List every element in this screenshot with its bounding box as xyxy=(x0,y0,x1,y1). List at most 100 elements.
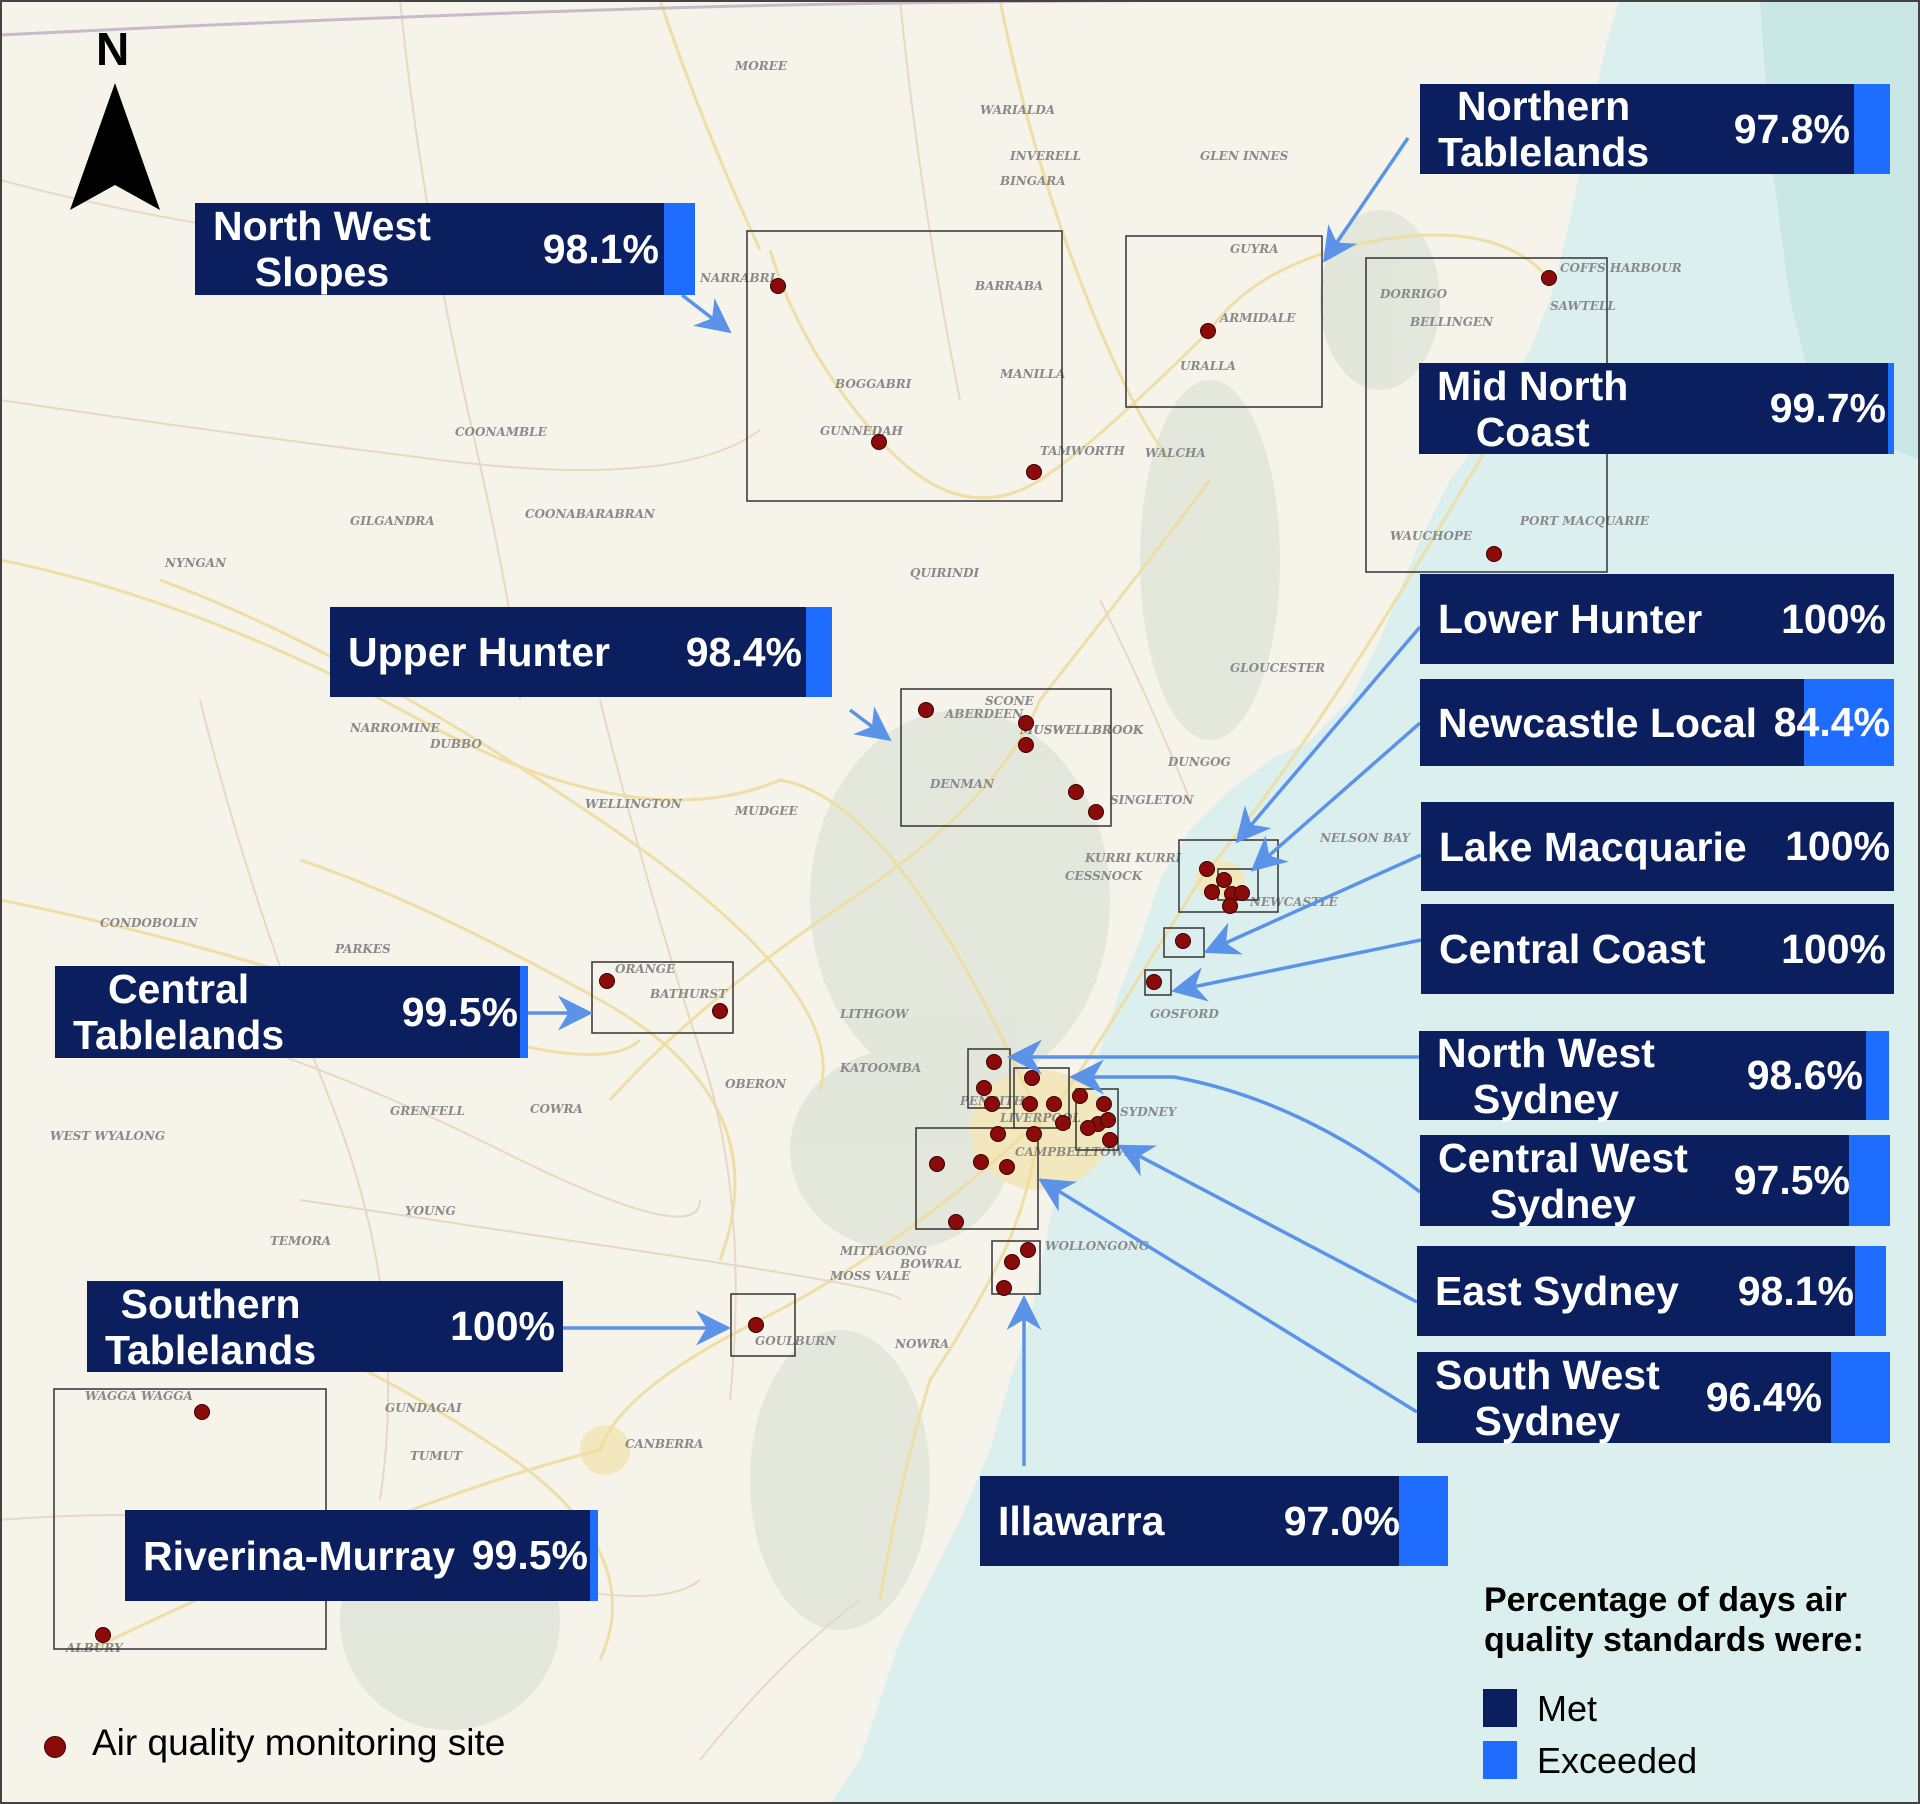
place-name: DUBBO xyxy=(429,737,482,751)
monitoring-site-dot xyxy=(1004,1254,1020,1270)
exceeded-bar xyxy=(1866,1031,1889,1120)
place-name: QUIRINDI xyxy=(910,566,979,580)
monitoring-site-dot xyxy=(918,702,934,718)
monitoring-site-dot xyxy=(1222,898,1238,914)
region-label-central-tablelands: Central Tablelands 99.5% xyxy=(55,966,528,1058)
region-label-central-coast: Central Coast 100% xyxy=(1421,904,1894,994)
place-name: MUSWELLBROOK xyxy=(1019,723,1144,737)
monitoring-site-dot xyxy=(1102,1132,1118,1148)
region-percentage: 100% xyxy=(450,1303,555,1349)
place-name: TUMUT xyxy=(410,1449,463,1463)
region-name: South West Sydney xyxy=(1435,1351,1660,1444)
exceeded-bar xyxy=(664,203,695,295)
north-arrow-icon xyxy=(70,83,160,210)
region-name: Illawarra xyxy=(998,1498,1165,1544)
monitoring-site-dot xyxy=(1216,872,1232,888)
legend-met-swatch xyxy=(1483,1689,1517,1727)
place-name: GUNDAGAI xyxy=(385,1401,462,1415)
monitoring-site-dot xyxy=(1026,464,1042,480)
place-name: NELSON BAY xyxy=(1319,831,1412,845)
region-label-central-west-sydney: Central West Sydney 97.5% xyxy=(1420,1134,1890,1227)
monitoring-site-dot xyxy=(1146,974,1162,990)
place-name: NYNGAN xyxy=(164,556,227,570)
place-name: MOSS VALE xyxy=(829,1269,911,1283)
monitoring-site-dot xyxy=(1024,1070,1040,1086)
place-name: MOREE xyxy=(734,59,788,73)
place-name: TAMWORTH xyxy=(1040,444,1125,458)
place-name: COWRA xyxy=(530,1102,583,1116)
monitoring-site-dot xyxy=(1020,1242,1036,1258)
place-name: DORRIGO xyxy=(1379,287,1448,301)
region-name: Central Coast xyxy=(1439,926,1706,972)
place-name: GUNNEDAH xyxy=(820,424,904,438)
region-name: Mid North Coast xyxy=(1437,362,1629,455)
monitoring-site-dot xyxy=(948,1214,964,1230)
place-name: GLEN INNES xyxy=(1200,149,1289,163)
monitoring-site-dot xyxy=(1022,1096,1038,1112)
arrow-lake-macquarie xyxy=(1203,853,1422,955)
exceeded-bar xyxy=(1888,363,1894,454)
monitoring-site-dot xyxy=(1175,933,1191,949)
monitoring-site-dot xyxy=(1018,737,1034,753)
place-name: DUNGOG xyxy=(1167,755,1231,769)
region-label-north-west-sydney: North West Sydney 98.6% xyxy=(1419,1029,1889,1122)
monitoring-site-dot xyxy=(999,1159,1015,1175)
region-name: Lower Hunter xyxy=(1438,596,1703,642)
monitoring-site-dot xyxy=(1072,1088,1088,1104)
exceeded-bar xyxy=(590,1510,598,1601)
region-label-upper-hunter: Upper Hunter 98.4% xyxy=(330,607,832,697)
place-name: SINGLETON xyxy=(1110,793,1194,807)
place-name: NOWRA xyxy=(894,1337,949,1351)
arrow-newcastle-local xyxy=(1250,721,1422,872)
region-percentage: 98.6% xyxy=(1746,1052,1863,1098)
monitoring-site-dot xyxy=(984,1096,1000,1112)
place-name: COONAMBLE xyxy=(455,425,548,439)
exceeded-bar xyxy=(1804,679,1894,766)
place-name: CAMPBELLTOWN xyxy=(1015,1145,1136,1159)
region-percentage: 100% xyxy=(1781,595,1886,642)
region-label-southern-tablelands: Southern Tablelands 100% xyxy=(87,1280,563,1373)
place-name: GLOUCESTER xyxy=(1230,661,1325,675)
region-label-riverina-murray: Riverina-Murray 99.5% xyxy=(125,1510,598,1601)
region-name: Northern Tablelands xyxy=(1438,83,1650,175)
monitoring-site-dot xyxy=(1234,885,1250,901)
monitoring-site-dot xyxy=(95,1627,111,1643)
region-percentage: 97.8% xyxy=(1733,105,1850,152)
region-percentage: 99.7% xyxy=(1769,385,1886,431)
place-name: WAUCHOPE xyxy=(1390,529,1473,543)
place-name: GILGANDRA xyxy=(350,514,435,528)
monitoring-site-dot xyxy=(996,1280,1012,1296)
region-percentage: 98.4% xyxy=(685,628,802,675)
place-name: GOULBURN xyxy=(755,1334,837,1348)
legend-exceeded-swatch xyxy=(1483,1741,1517,1779)
region-name: North West Sydney xyxy=(1437,1029,1655,1122)
place-name: OBERON xyxy=(725,1077,787,1091)
place-name: PARKES xyxy=(334,942,391,956)
legend-title: Percentage of days air quality standards… xyxy=(1484,1581,1864,1659)
place-name: ABERDEEN xyxy=(944,707,1024,721)
region-name: Upper Hunter xyxy=(348,629,610,675)
arrow-northern-tablelands xyxy=(1323,137,1410,263)
arrow-north-west-slopes xyxy=(680,293,732,334)
place-name: WEST WYALONG xyxy=(50,1129,165,1143)
arrow-east-sydney xyxy=(1117,1144,1418,1304)
region-name: Central West Sydney xyxy=(1438,1134,1688,1227)
place-name: BOWRAL xyxy=(899,1257,962,1271)
exceeded-bar xyxy=(520,966,528,1058)
region-label-newcastle-local: Newcastle Local 84.4% xyxy=(1420,679,1894,766)
monitoring-site-dot xyxy=(1541,270,1557,286)
place-names: ARMIDALE TAMWORTH GUNNEDAH NARRABRI INVERELL… xyxy=(50,59,1682,1655)
region-name: Southern Tablelands xyxy=(105,1280,317,1373)
region-percentage: 97.5% xyxy=(1733,1157,1850,1203)
place-name: COFFS HARBOUR xyxy=(1560,261,1682,275)
place-name: KURRI KURRI xyxy=(1084,851,1182,865)
place-name: BOGGABRI xyxy=(834,377,912,391)
box-northern-tablelands xyxy=(1125,235,1323,408)
region-label-lake-macquarie: Lake Macquarie 100% xyxy=(1421,802,1894,891)
region-name: Central Tablelands xyxy=(73,966,285,1058)
place-name: SCONE xyxy=(985,694,1035,708)
region-name: Riverina-Murray xyxy=(143,1532,456,1579)
place-name: ARMIDALE xyxy=(1219,311,1296,325)
monitoring-site-dot xyxy=(1018,715,1034,731)
